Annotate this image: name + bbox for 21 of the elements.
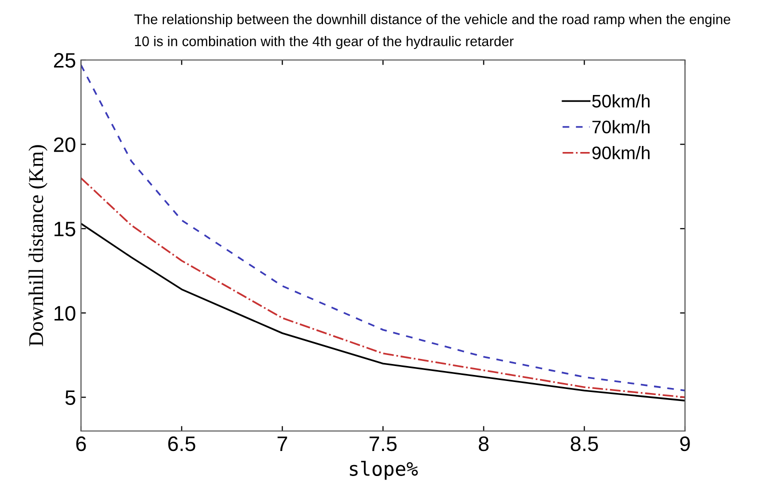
x-tick-label: 6.5 bbox=[168, 436, 196, 452]
y-tick-label: 10 bbox=[54, 306, 76, 321]
x-tick-label: 8 bbox=[478, 436, 489, 452]
line-series bbox=[81, 177, 685, 398]
legend-label: 90km/h bbox=[592, 146, 650, 160]
y-tick-label: 25 bbox=[54, 53, 76, 68]
line-series bbox=[81, 222, 685, 402]
x-tick-label: 6 bbox=[76, 436, 86, 452]
x-tick-label: 9 bbox=[680, 436, 690, 452]
legend-label: 50km/h bbox=[592, 94, 650, 108]
x-axis-title: slope% bbox=[350, 460, 418, 480]
legend-label: 70km/h bbox=[592, 120, 650, 134]
chart-title: The relationship between the downhill distance of the vehicle and the road ramp when the engine 10 is in combination with the 4th gear of the hydraulic retarder bbox=[134, 14, 730, 49]
y-tick-label: 5 bbox=[65, 390, 76, 406]
x-tick-label: 7 bbox=[278, 436, 288, 451]
x-tick-label: 7.5 bbox=[370, 436, 397, 452]
y-tick-label: 20 bbox=[54, 137, 76, 152]
y-tick-label: 15 bbox=[54, 222, 76, 236]
line-series bbox=[81, 64, 685, 392]
y-axis-title: Downhill distance (Km) bbox=[28, 145, 48, 346]
x-tick-label: 8.5 bbox=[570, 436, 598, 452]
